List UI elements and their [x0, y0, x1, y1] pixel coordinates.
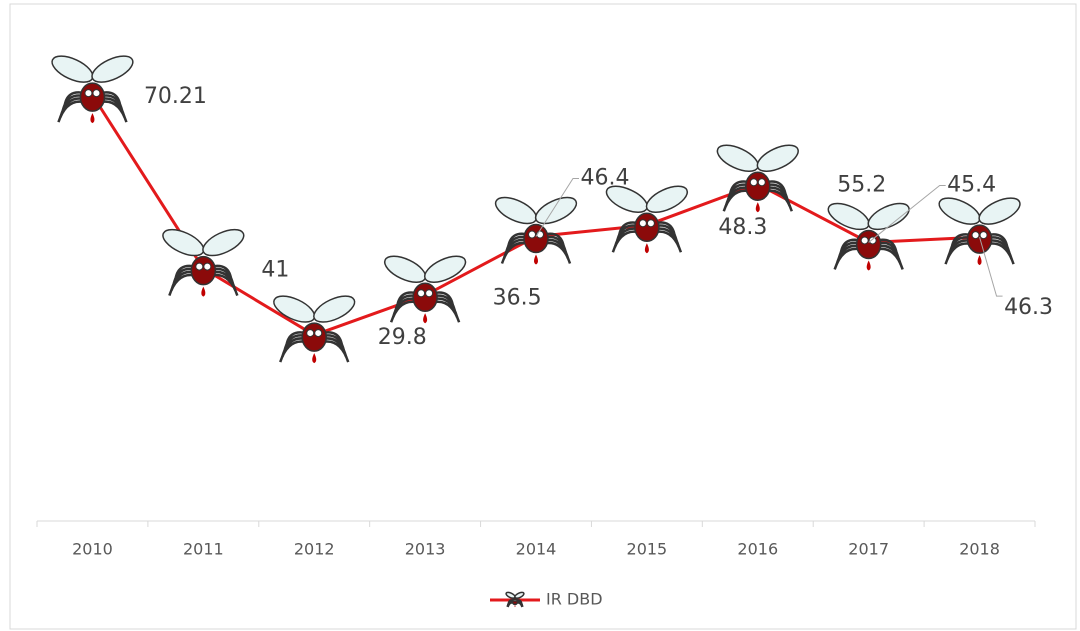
- blood-drop: [423, 313, 428, 324]
- body: [745, 171, 771, 201]
- x-tick-label: 2014: [516, 540, 557, 559]
- data-marker: [494, 196, 578, 265]
- blood-drop: [977, 255, 982, 266]
- wing: [91, 55, 134, 83]
- data-marker: [605, 185, 689, 254]
- data-label: 45.4: [947, 172, 996, 197]
- x-tick-label: 2015: [627, 540, 668, 559]
- legend-label: IR DBD: [546, 590, 603, 609]
- eye: [971, 231, 980, 240]
- leader-line: [979, 236, 1003, 297]
- blood-drop: [312, 353, 317, 364]
- eye: [195, 262, 204, 271]
- eye: [203, 262, 212, 271]
- data-marker: [827, 202, 910, 271]
- wing: [756, 144, 799, 172]
- x-tick-label: 2012: [294, 540, 335, 559]
- wing: [978, 197, 1021, 225]
- body: [412, 282, 438, 313]
- eye: [92, 89, 101, 98]
- data-marker: [938, 197, 1021, 266]
- eye: [646, 219, 655, 228]
- legend-marker: [505, 591, 525, 608]
- data-label: 41: [261, 258, 289, 283]
- data-marker: [162, 228, 245, 297]
- x-tick-label: 2017: [848, 540, 889, 559]
- data-label: 46.3: [1004, 295, 1053, 320]
- body: [79, 82, 106, 112]
- x-tick-label: 2016: [737, 540, 778, 559]
- eye: [306, 329, 315, 338]
- wing: [202, 228, 245, 257]
- chart-frame: [9, 3, 1077, 630]
- wing: [423, 255, 467, 284]
- eye: [979, 231, 988, 240]
- wing: [313, 295, 356, 323]
- eye: [757, 178, 766, 187]
- data-label: 70.21: [144, 84, 207, 109]
- data-marker: [716, 144, 799, 213]
- data-marker: [383, 255, 467, 324]
- eye: [638, 219, 647, 228]
- wing: [514, 591, 525, 599]
- leader-line: [868, 184, 946, 243]
- x-tick-label: 2013: [405, 540, 446, 559]
- blood-drop: [201, 286, 206, 297]
- body: [523, 223, 549, 254]
- eye: [868, 236, 877, 245]
- eye: [417, 289, 426, 298]
- blood-drop: [755, 202, 760, 213]
- body: [855, 229, 882, 260]
- blood-drop: [866, 260, 871, 271]
- wing: [645, 185, 689, 213]
- data-label: 55.2: [837, 172, 886, 197]
- data-label: 36.5: [493, 285, 542, 310]
- x-tick-label: 2011: [183, 540, 224, 559]
- eye: [514, 599, 518, 602]
- wing: [534, 196, 578, 225]
- data-label: 48.3: [718, 215, 767, 240]
- blood-drop: [90, 113, 95, 124]
- eye: [84, 89, 93, 98]
- wing: [867, 202, 910, 231]
- blood-drop: [644, 243, 649, 254]
- data-label: 29.8: [378, 325, 427, 350]
- eye: [860, 236, 869, 245]
- leader-line: [535, 178, 579, 237]
- data-marker: [273, 295, 356, 364]
- data-marker: [51, 55, 134, 124]
- body: [301, 322, 327, 352]
- body: [190, 255, 217, 286]
- eye: [528, 230, 536, 239]
- x-tick-label: 2010: [72, 540, 113, 559]
- eye: [314, 329, 323, 338]
- blood-drop: [514, 604, 516, 608]
- eye: [749, 178, 758, 187]
- body: [966, 224, 993, 254]
- x-tick-label: 2018: [959, 540, 1000, 559]
- blood-drop: [534, 254, 538, 265]
- body: [634, 212, 660, 242]
- eye: [425, 289, 434, 298]
